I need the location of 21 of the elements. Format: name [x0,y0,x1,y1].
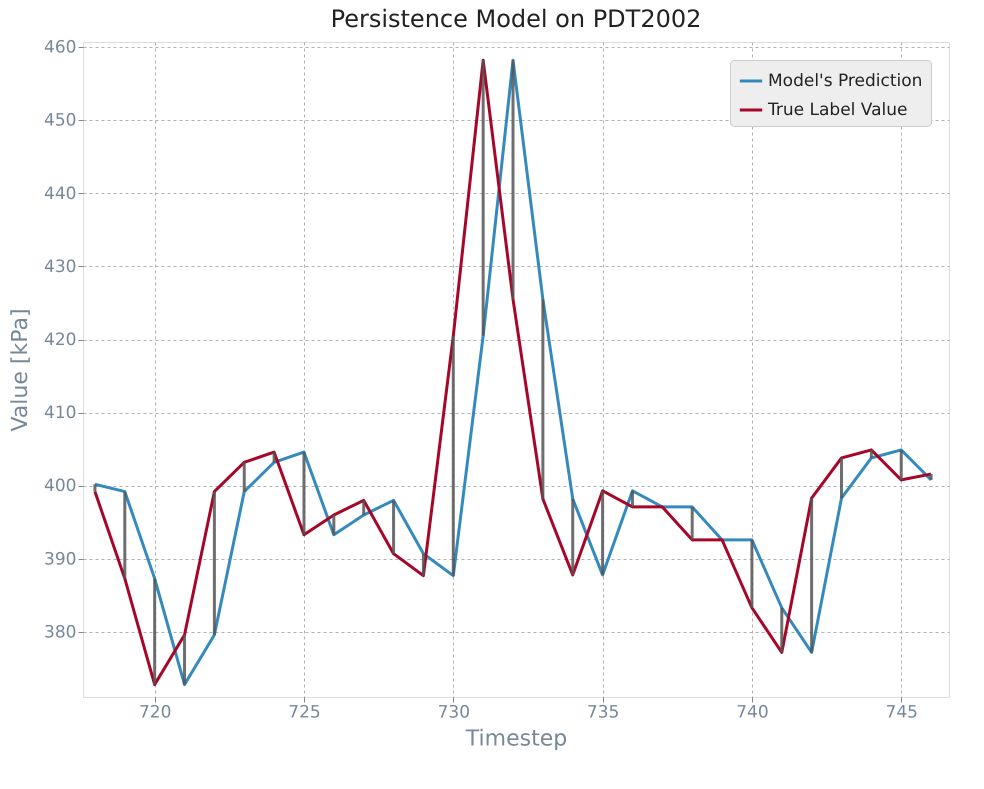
y-tick-label: 390 [44,549,76,570]
y-tick-label: 420 [44,330,76,350]
y-tick-label: 460 [44,38,76,58]
y-tick-label: 380 [44,622,76,642]
y-tick-label: 410 [44,403,76,424]
x-axis-title: Timestep [464,726,568,752]
x-tick-label: 740 [736,702,769,722]
x-tick-label: 720 [138,702,172,722]
chart-title: Persistence Model on PDT2002 [330,5,702,34]
line-series [93,58,933,686]
y-axis-title: Value [kPa] [8,308,34,432]
x-tick-label: 725 [288,702,321,722]
y-tick-label: 430 [44,256,76,277]
legend-label: True Label Value [767,100,908,120]
y-tick-label: 440 [44,184,76,204]
y-tick-label: 450 [44,110,76,131]
y-tick-label: 400 [44,476,76,496]
x-tick-label: 730 [438,702,470,722]
x-tick-label: 745 [885,702,918,722]
legend-label: Model's Prediction [768,71,922,91]
x-tick-label: 735 [586,702,620,722]
